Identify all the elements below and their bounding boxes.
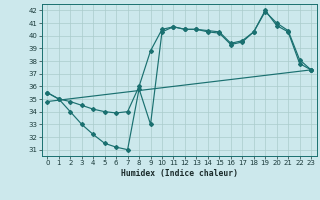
X-axis label: Humidex (Indice chaleur): Humidex (Indice chaleur) [121, 169, 238, 178]
